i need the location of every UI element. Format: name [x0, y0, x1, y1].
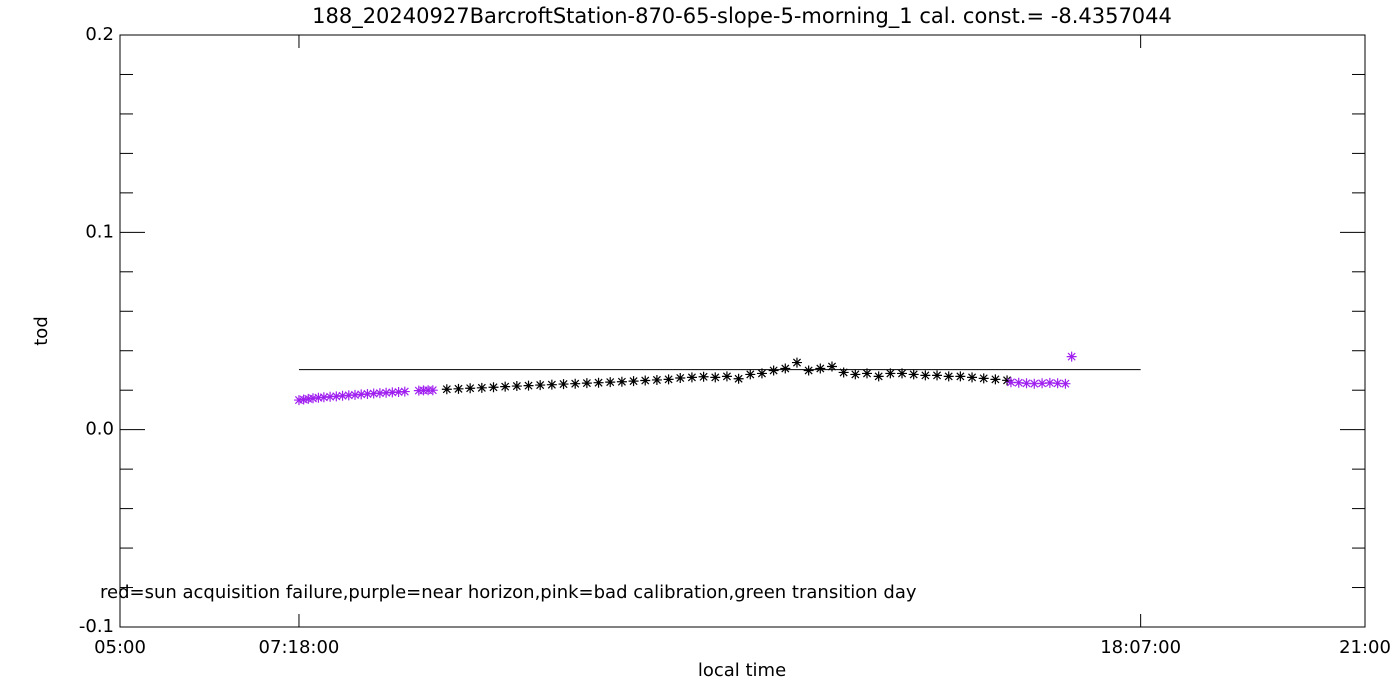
data-point — [1002, 375, 1013, 386]
data-point — [815, 363, 826, 374]
data-point — [640, 375, 651, 386]
data-point — [427, 385, 438, 396]
data-point — [374, 388, 385, 399]
data-point — [838, 367, 849, 378]
data-point — [721, 371, 732, 382]
y-tick-label: 0.0 — [85, 419, 114, 440]
data-point — [356, 389, 367, 400]
data-point — [1029, 378, 1040, 389]
x-tick-label: 07:18:00 — [259, 637, 340, 658]
data-point — [325, 391, 336, 402]
data-point — [850, 369, 861, 380]
data-point — [686, 372, 697, 383]
data-point — [1060, 378, 1071, 389]
data-point — [343, 390, 354, 401]
data-point — [908, 369, 919, 380]
data-point — [990, 374, 1001, 385]
plot-frame — [119, 34, 1366, 628]
data-point — [593, 377, 604, 388]
data-point — [362, 388, 373, 399]
data-point — [500, 381, 511, 392]
x-tick-label: 18:07:00 — [1100, 637, 1181, 658]
data-point — [535, 380, 546, 391]
data-point — [546, 379, 557, 390]
data-point — [570, 378, 581, 389]
data-point — [1066, 351, 1077, 362]
data-point — [1021, 378, 1032, 389]
data-point — [1013, 377, 1024, 388]
data-point — [399, 386, 410, 397]
data-point — [885, 368, 896, 379]
annotation: red=sun acquisition failure,purple=near … — [100, 582, 917, 603]
data-point — [745, 369, 756, 380]
data-point — [453, 383, 464, 394]
y-tick-label: 0.2 — [85, 24, 114, 45]
data-point — [826, 361, 837, 372]
data-point — [967, 372, 978, 383]
data-point — [307, 393, 318, 404]
x-tick-label: 21:00 — [1339, 637, 1391, 658]
data-point — [803, 365, 814, 376]
data-point — [558, 379, 569, 390]
data-point — [768, 365, 779, 376]
data-point — [605, 377, 616, 388]
data-point — [862, 368, 872, 379]
data-point — [897, 368, 908, 379]
data-point — [441, 384, 452, 395]
data-point — [698, 371, 709, 382]
y-tick-label: 0.1 — [85, 221, 114, 242]
data-point — [663, 374, 674, 385]
data-point — [318, 392, 329, 403]
x-axis-label: local time — [698, 660, 786, 681]
data-point — [710, 372, 721, 383]
data-point — [943, 371, 954, 382]
data-point — [616, 376, 627, 387]
data-point — [465, 383, 476, 394]
data-point — [349, 389, 360, 400]
data-point — [1005, 377, 1016, 388]
data-point — [651, 374, 662, 385]
data-point — [381, 387, 392, 398]
data-point — [628, 376, 639, 387]
data-point — [1037, 378, 1048, 389]
data-point — [368, 388, 379, 399]
chart-title: 188_20240927BarcroftStation-870-65-slope… — [312, 4, 1172, 29]
y-tick-label: -0.1 — [79, 616, 114, 637]
data-point — [1052, 378, 1063, 389]
data-point — [920, 370, 931, 381]
data-point — [733, 373, 744, 384]
data-point — [393, 386, 404, 397]
x-tick-label: 05:00 — [94, 637, 146, 658]
data-point — [780, 363, 791, 374]
data-point — [523, 380, 534, 391]
data-point — [932, 370, 943, 381]
data-point — [313, 392, 324, 403]
data-point — [387, 387, 398, 398]
data-point — [791, 357, 802, 368]
data-point — [331, 391, 342, 402]
y-axis-label: tod — [31, 316, 52, 346]
data-point — [1044, 377, 1055, 388]
data-point — [955, 371, 966, 382]
data-point — [337, 390, 348, 401]
data-point — [756, 368, 767, 379]
data-point — [488, 382, 499, 393]
data-point — [476, 382, 487, 393]
data-point — [675, 372, 686, 383]
data-point — [873, 371, 884, 382]
data-point — [978, 373, 989, 384]
data-point — [511, 381, 522, 392]
data-point — [581, 378, 592, 389]
